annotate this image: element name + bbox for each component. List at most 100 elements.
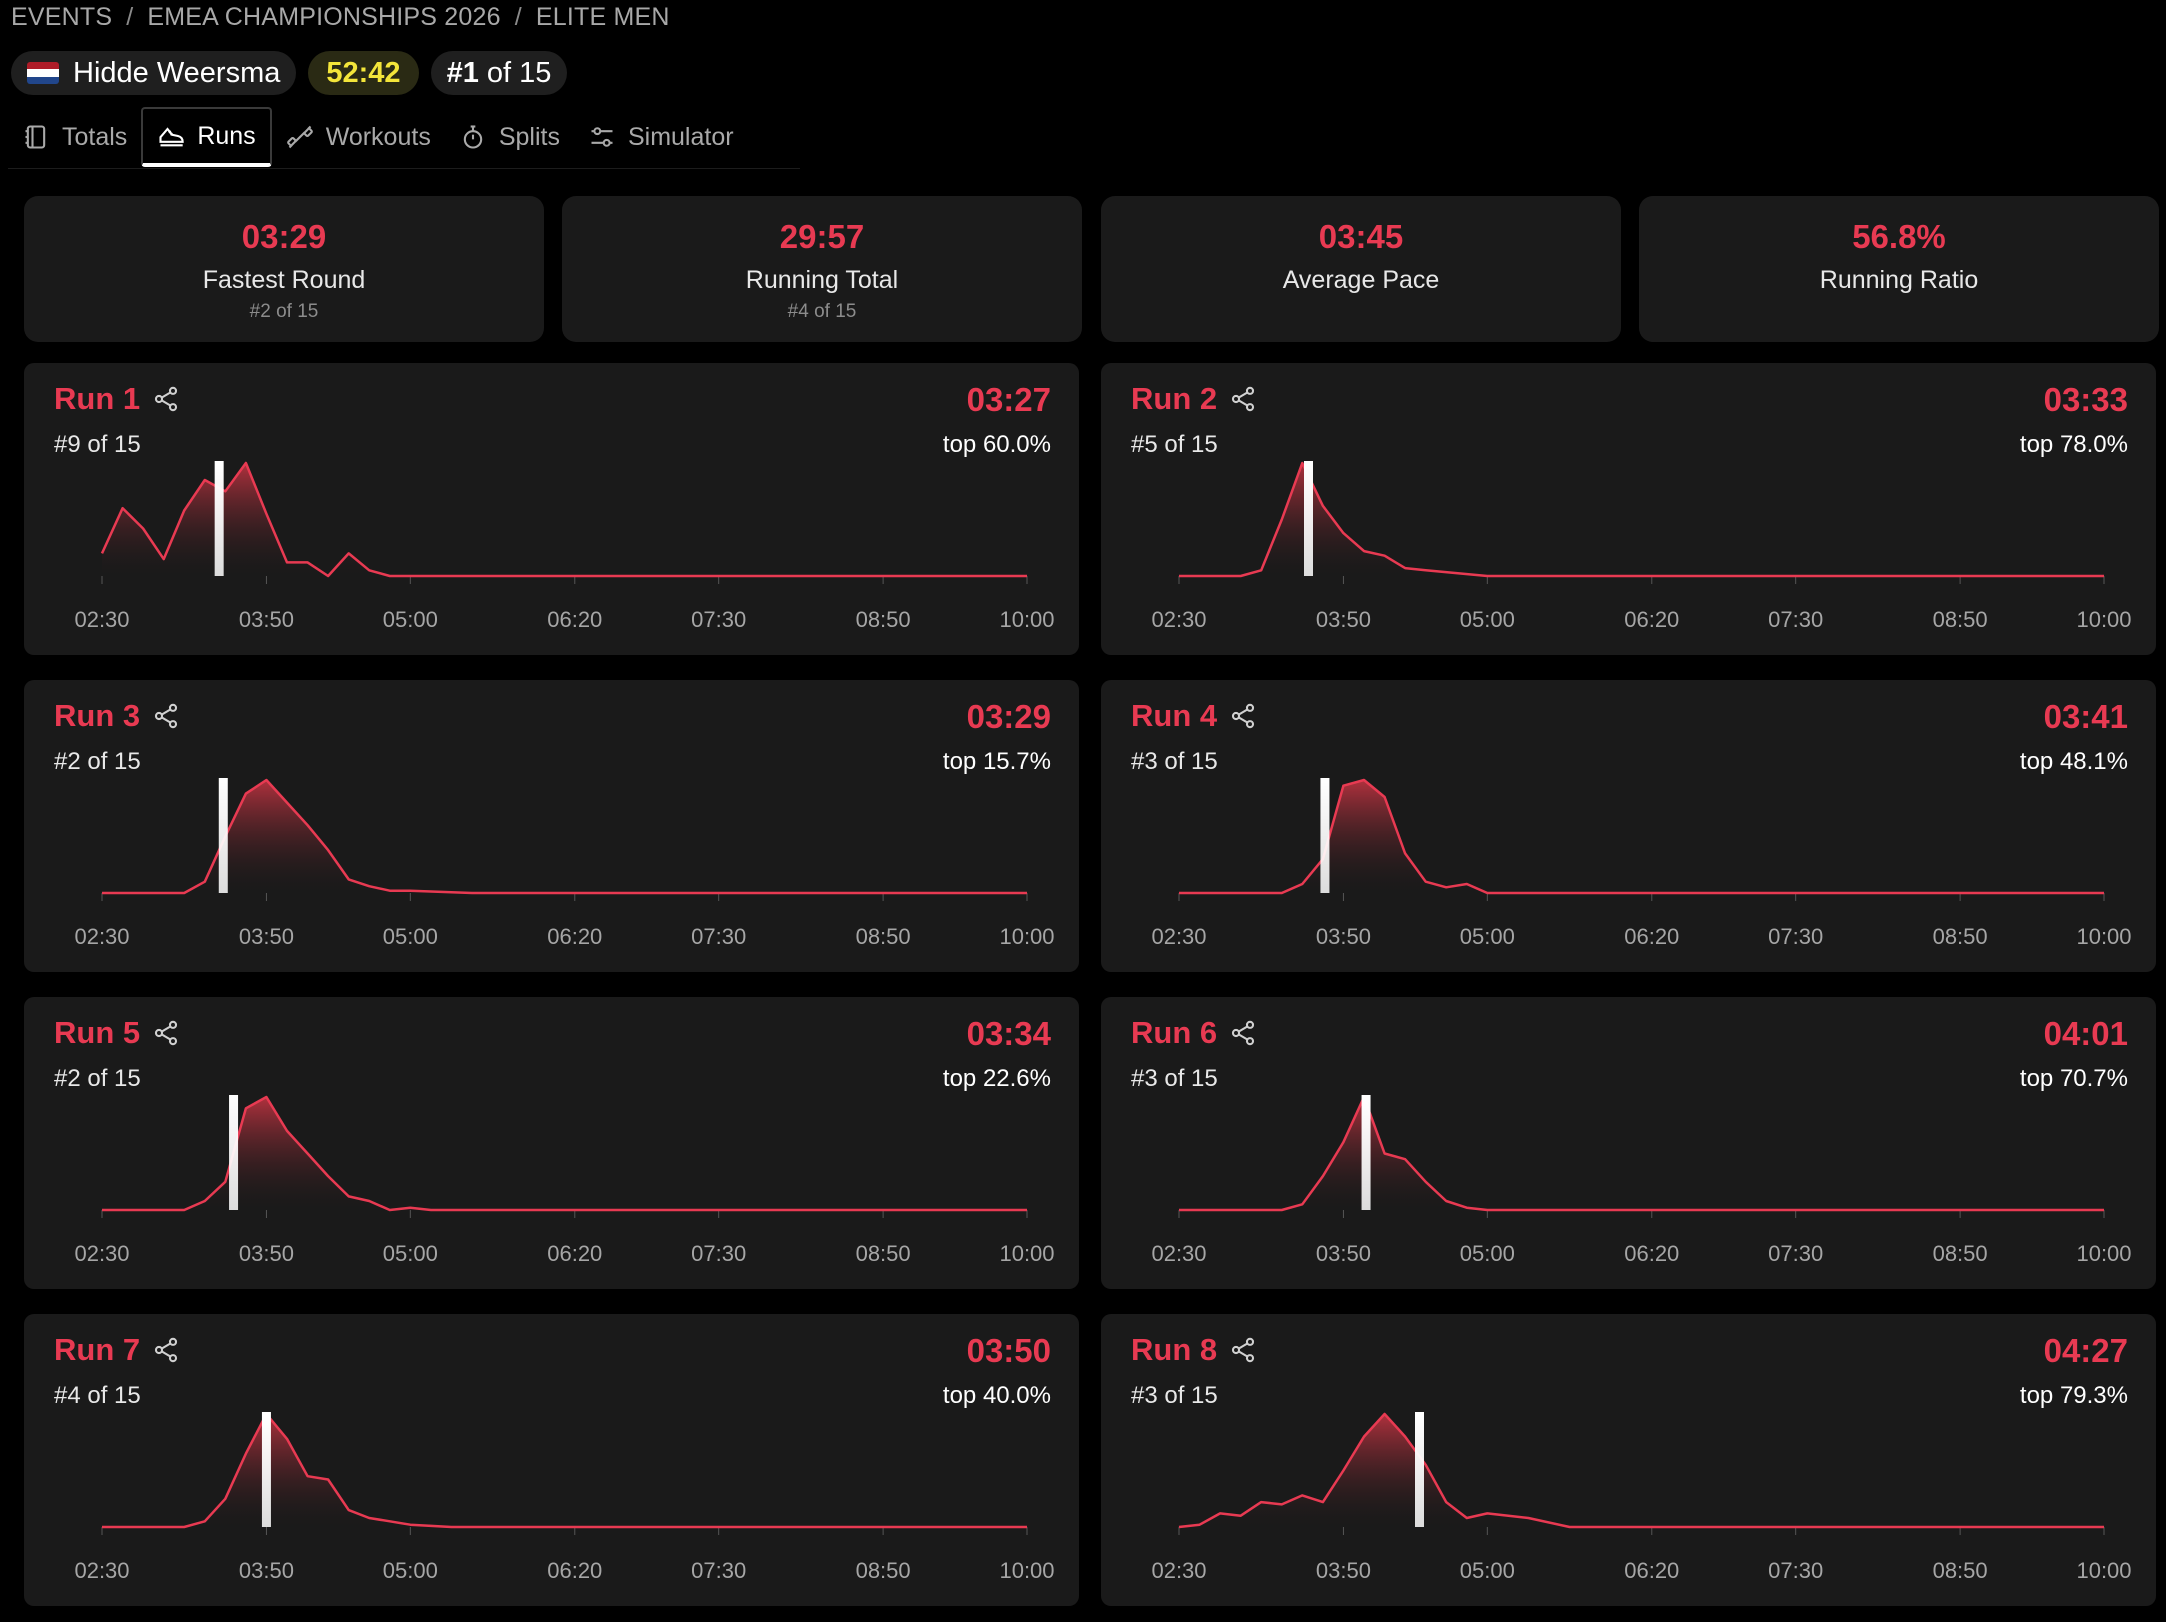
x-tick-label: 03:50 [1316, 1558, 1371, 1583]
tab-splits-label: Splits [498, 122, 560, 151]
run-title: Run 5 [54, 1015, 141, 1050]
run-title-row: Run 7 [54, 1332, 180, 1368]
run-card: 02:30 03:50 05:00 06:20 07:30 08:50 10:00 Run 8… [1101, 1314, 2156, 1606]
run-distribution-chart: 02:30 03:50 05:00 06:20 07:30 08:50 10:00 [74, 1412, 1055, 1583]
x-tick-label: 06:20 [547, 607, 602, 632]
tab-runs-label: Runs [197, 121, 256, 150]
stat-value: 03:29 [241, 218, 327, 255]
distribution-area [102, 463, 1027, 576]
x-tick-label: 02:30 [1151, 1241, 1206, 1266]
share-icon[interactable] [1229, 385, 1257, 413]
breadcrumb-division[interactable]: ELITE MEN [535, 3, 670, 31]
x-tick-label: 06:20 [547, 924, 602, 949]
share-icon[interactable] [152, 702, 180, 730]
distribution-line [1178, 1412, 2104, 1529]
stat-label: Fastest Round [202, 266, 366, 294]
share-icon[interactable] [152, 1019, 180, 1047]
shoe-icon [159, 127, 185, 147]
run-title: Run 2 [1131, 381, 1218, 416]
run-time: 03:50 [966, 1332, 1051, 1369]
x-tick-label: 10:00 [2076, 1558, 2131, 1583]
distribution-area [1179, 1414, 2104, 1527]
run-top-percent: top 22.6% [942, 1065, 1051, 1092]
distribution-area [102, 780, 1027, 893]
x-tick-label: 07:30 [1768, 1241, 1823, 1266]
distribution-line [1179, 461, 2104, 578]
run-card: 02:30 03:50 05:00 06:20 07:30 08:50 10:00 Run 4… [1101, 680, 2156, 972]
run-time: 03:29 [966, 698, 1051, 735]
athlete-time-marker [261, 1412, 271, 1527]
x-tick-label: 05:00 [1460, 1558, 1515, 1583]
x-tick-label: 03:50 [239, 1558, 294, 1583]
run-rank: #3 of 15 [1131, 1065, 1218, 1092]
x-tick-label: 07:30 [691, 1241, 746, 1266]
x-tick-label: 06:20 [1624, 1241, 1679, 1266]
athlete-time-marker [214, 461, 224, 576]
run-top-percent: top 60.0% [942, 431, 1051, 458]
x-tick-label: 02:30 [1151, 924, 1206, 949]
x-tick-label: 03:50 [239, 607, 294, 632]
athlete-time-marker [1415, 1412, 1424, 1527]
stat-average-pace: 03:45 Average Pace [1101, 196, 1621, 342]
run-time: 04:27 [2043, 1332, 2128, 1369]
run-rank: #2 of 15 [54, 1065, 141, 1092]
run-title: Run 8 [1131, 1332, 1218, 1367]
tab-workouts[interactable]: Workouts [272, 108, 445, 166]
x-tick-label: 06:20 [1624, 924, 1679, 949]
tab-bar: Totals Runs Workouts Splits Simulator [8, 106, 800, 169]
distribution-area [102, 1414, 1027, 1527]
dumbbell-icon [286, 125, 313, 149]
share-icon[interactable] [152, 1336, 180, 1364]
run-top-percent: top 48.1% [2019, 748, 2128, 775]
run-card: 02:30 03:50 05:00 06:20 07:30 08:50 10:00 Run 5… [24, 997, 1079, 1289]
share-icon[interactable] [1229, 1336, 1257, 1364]
x-tick-label: 05:00 [1460, 607, 1515, 632]
x-tick-label: 05:00 [383, 607, 438, 632]
run-time: 03:34 [966, 1015, 1051, 1052]
athlete-time-marker [1304, 461, 1313, 576]
stat-label: Running Total [745, 266, 899, 294]
x-tick-label: 10:00 [999, 1558, 1054, 1583]
stat-sub: #4 of 15 [787, 301, 857, 322]
stat-label: Running Ratio [1819, 266, 1979, 294]
x-tick-label: 07:30 [691, 924, 746, 949]
tab-totals[interactable]: Totals [8, 108, 141, 166]
run-time: 04:01 [2043, 1015, 2128, 1052]
share-icon[interactable] [152, 385, 180, 413]
share-icon[interactable] [1229, 702, 1257, 730]
overall-rank: #1 [446, 56, 479, 89]
run-title-row: Run 6 [1131, 1015, 1257, 1051]
run-title: Run 1 [54, 381, 141, 416]
share-icon[interactable] [1229, 1019, 1257, 1047]
x-tick-label: 05:00 [1460, 924, 1515, 949]
tab-runs[interactable]: Runs [141, 107, 272, 167]
overall-rank-badge: #1 of 15 [430, 51, 568, 95]
distribution-area [102, 1097, 1027, 1210]
x-tick-label: 10:00 [999, 1241, 1054, 1266]
breadcrumb-event[interactable]: EMEA CHAMPIONSHIPS 2026 [147, 3, 501, 31]
athlete-name-pill[interactable]: Hidde Weersma [11, 51, 297, 95]
run-rank: #2 of 15 [54, 748, 141, 775]
athlete-name: Hidde Weersma [73, 56, 281, 89]
athlete-time-marker [218, 778, 228, 893]
x-tick-label: 05:00 [383, 924, 438, 949]
tab-splits[interactable]: Splits [445, 108, 574, 166]
x-tick-label: 02:30 [74, 1558, 129, 1583]
x-tick-label: 08:50 [1933, 1558, 1988, 1583]
athlete-header: Hidde Weersma 52:42 #1 of 15 [11, 51, 568, 95]
distribution-line [102, 778, 1027, 895]
run-time: 03:41 [2043, 698, 2128, 735]
run-rank: #3 of 15 [1131, 1382, 1218, 1409]
run-title: Run 3 [54, 698, 141, 733]
x-tick-label: 03:50 [1316, 1241, 1371, 1266]
run-title: Run 6 [1131, 1015, 1218, 1050]
run-card: 02:30 03:50 05:00 06:20 07:30 08:50 10:00 Run 7… [24, 1314, 1079, 1606]
x-tick-label: 08:50 [1933, 1241, 1988, 1266]
total-time: 52:42 [326, 56, 401, 89]
run-rank: #9 of 15 [54, 431, 141, 458]
x-tick-label: 07:30 [1768, 607, 1823, 632]
x-tick-label: 10:00 [2076, 607, 2131, 632]
breadcrumb-events[interactable]: EVENTS [11, 3, 113, 31]
run-distribution-chart: 02:30 03:50 05:00 06:20 07:30 08:50 10:00 [74, 778, 1055, 949]
tab-simulator[interactable]: Simulator [574, 108, 748, 166]
